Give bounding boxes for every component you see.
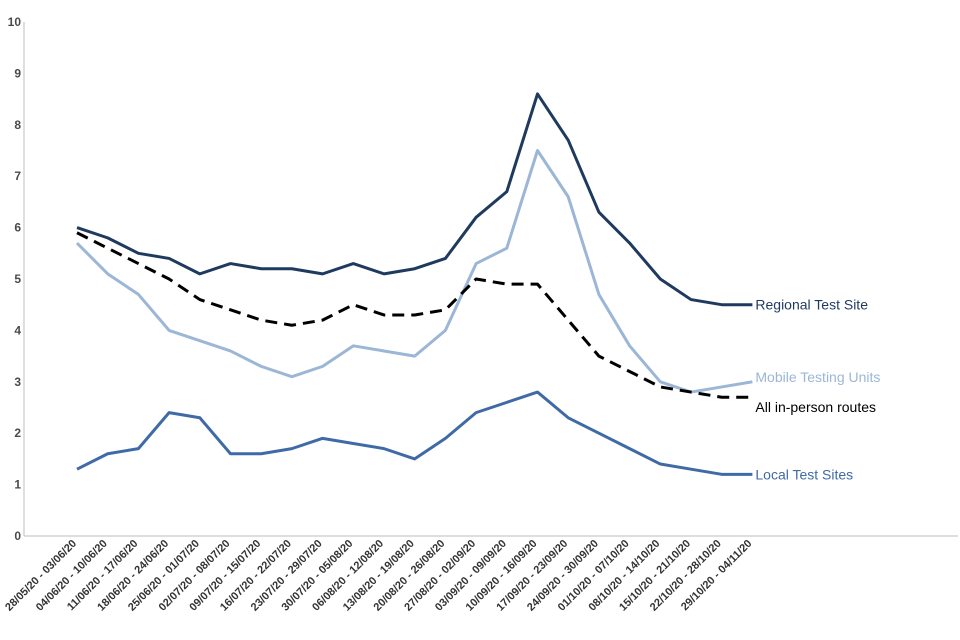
y-tick-label: 5	[14, 272, 21, 286]
y-tick-label: 8	[14, 118, 21, 132]
y-tick-label: 0	[14, 529, 21, 543]
y-tick-label: 6	[14, 221, 21, 235]
y-axis-ticks: 0 1 2 3 4 5 6 7 8 9 10	[8, 15, 22, 543]
y-tick-label: 7	[14, 169, 21, 183]
series-label-local-test-sites: Local Test Sites	[755, 466, 853, 482]
y-tick-label: 10	[8, 15, 22, 29]
y-tick-label: 2	[14, 426, 21, 440]
series-lines	[75, 92, 753, 476]
series-line-all-in-person-routes	[76, 231, 753, 399]
series-label-regional-test-site: Regional Test Site	[755, 297, 868, 313]
y-tick-label: 9	[14, 66, 21, 80]
series-label-mobile-testing-units: Mobile Testing Units	[755, 369, 880, 385]
series-labels: Regional Test Site Mobile Testing Units Al…	[755, 297, 880, 483]
series-label-all-in-person-routes: All in-person routes	[755, 399, 876, 415]
y-tick-label: 3	[14, 375, 21, 389]
series-line-mobile-testing-units	[75, 149, 753, 394]
series-line-regional-test-site	[76, 92, 753, 307]
y-tick-label: 4	[14, 323, 21, 337]
series-line-local-test-sites	[76, 390, 753, 476]
y-tick-label: 1	[14, 478, 21, 492]
